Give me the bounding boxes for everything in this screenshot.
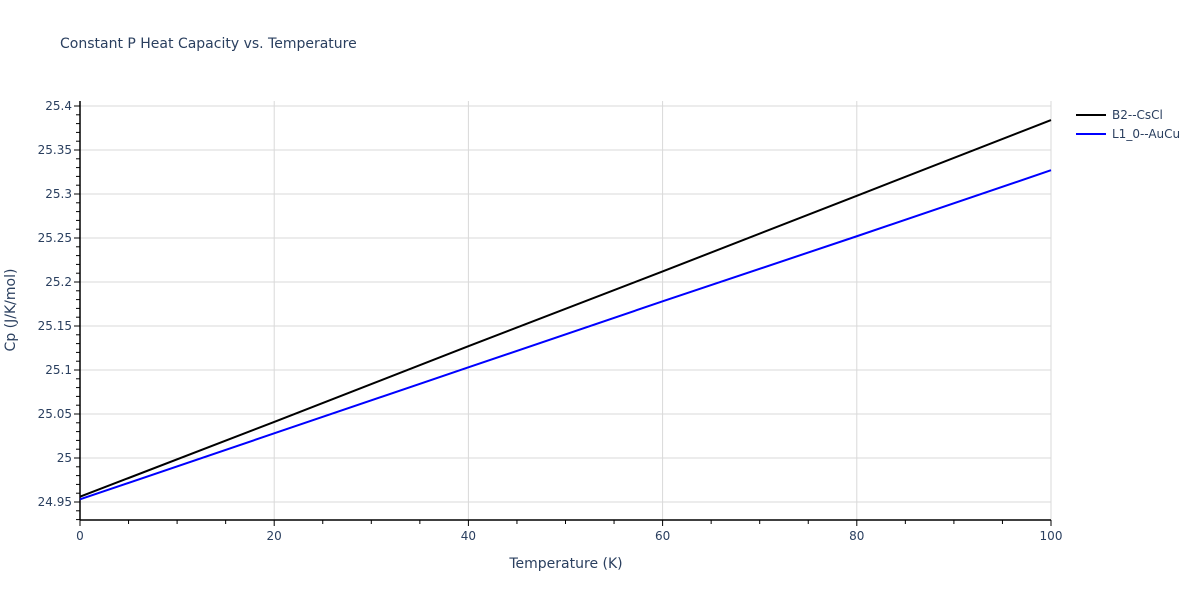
y-axis-title: Cp (J/K/mol)	[3, 269, 19, 352]
y-tick-label: 25.35	[38, 143, 72, 157]
y-tick-label: 25.25	[38, 231, 72, 245]
x-tick-label: 20	[267, 529, 282, 543]
legend-label: B2--CsCl	[1112, 108, 1163, 122]
y-tick-label: 25.15	[38, 319, 72, 333]
y-tick-label: 25.2	[45, 275, 72, 289]
legend-item[interactable]: L1_0--AuCu	[1076, 127, 1180, 141]
x-axis-title: Temperature (K)	[508, 556, 622, 572]
legend-label: L1_0--AuCu	[1112, 127, 1180, 141]
legend[interactable]: B2--CsCl L1_0--AuCu	[1076, 108, 1180, 141]
series-line	[79, 119, 1052, 498]
data-lines	[79, 119, 1052, 501]
axes: 24.95 25 25.05 25.1 25.15 25.2 25.25 25.3 25.35 2…	[38, 99, 1063, 543]
x-tick-label: 100	[1040, 529, 1063, 543]
grid-lines	[80, 101, 1052, 520]
y-tick-label: 25.1	[45, 363, 72, 377]
y-tick-label: 25	[57, 451, 72, 465]
x-tick-label: 60	[655, 529, 670, 543]
series-line	[79, 169, 1052, 501]
chart-title: Constant P Heat Capacity vs. Temperature	[60, 36, 357, 52]
y-tick-label: 25.4	[45, 99, 72, 113]
x-tick-label: 40	[461, 529, 476, 543]
y-tick-label: 24.95	[38, 495, 72, 509]
legend-item[interactable]: B2--CsCl	[1076, 108, 1163, 122]
x-tick-label: 80	[849, 529, 864, 543]
y-tick-label: 25.3	[45, 187, 72, 201]
y-tick-label: 25.05	[38, 407, 72, 421]
x-tick-label: 0	[76, 529, 84, 543]
